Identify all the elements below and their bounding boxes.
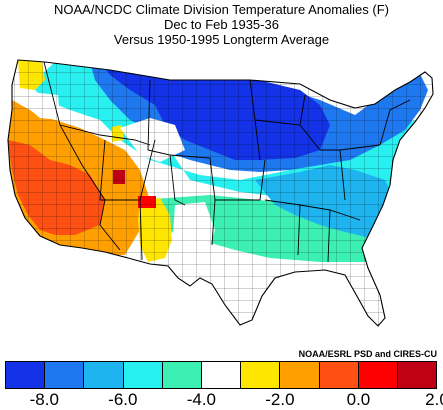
legend-tick-label: 0.0 [346,390,371,409]
legend-tick-label: -4.0 [186,390,217,409]
legend-swatch [123,362,163,388]
legend-swatch [397,362,437,388]
legend-tick-label: 2.0 [425,390,443,409]
map-title: NOAA/NCDC Climate Division Temperature A… [54,2,389,17]
data-credit: NOAA/ESRL PSD and CIRES-CU [298,349,437,359]
map-period: Dec to Feb 1935-36 [164,17,279,32]
legend-tick-label: -8.0 [29,390,59,409]
legend-swatch [241,362,281,388]
legend-tick-label: -6.0 [108,390,138,409]
legend-swatch [45,362,85,388]
legend-swatch [358,362,398,388]
color-legend [5,361,437,389]
legend-swatch [201,362,242,388]
legend-swatch [84,362,124,388]
legend-swatch [6,362,46,388]
state-borders [43,61,411,263]
legend-swatch [280,362,320,388]
legend-swatch [162,362,202,388]
map-baseline: Versus 1950-1995 Longterm Average [113,32,330,47]
legend-swatch [319,362,359,388]
us-anomaly-map [7,59,434,327]
climate-division-grid [8,60,433,326]
legend-tick-label: -2.0 [265,390,295,409]
